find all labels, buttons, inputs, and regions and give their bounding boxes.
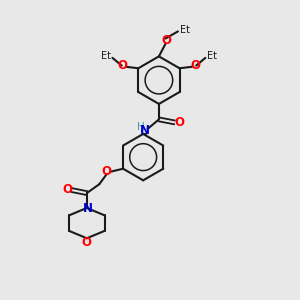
Text: Et: Et xyxy=(180,25,190,35)
Text: N: N xyxy=(140,124,150,137)
Text: O: O xyxy=(62,183,73,196)
Text: H: H xyxy=(137,122,145,132)
Text: N: N xyxy=(83,202,93,215)
Text: O: O xyxy=(82,236,92,249)
Text: O: O xyxy=(161,34,171,46)
Text: O: O xyxy=(117,59,127,72)
Text: O: O xyxy=(174,116,184,129)
Text: O: O xyxy=(101,166,111,178)
Text: O: O xyxy=(191,59,201,72)
Text: Et: Et xyxy=(207,51,217,62)
Text: Et: Et xyxy=(101,51,111,62)
